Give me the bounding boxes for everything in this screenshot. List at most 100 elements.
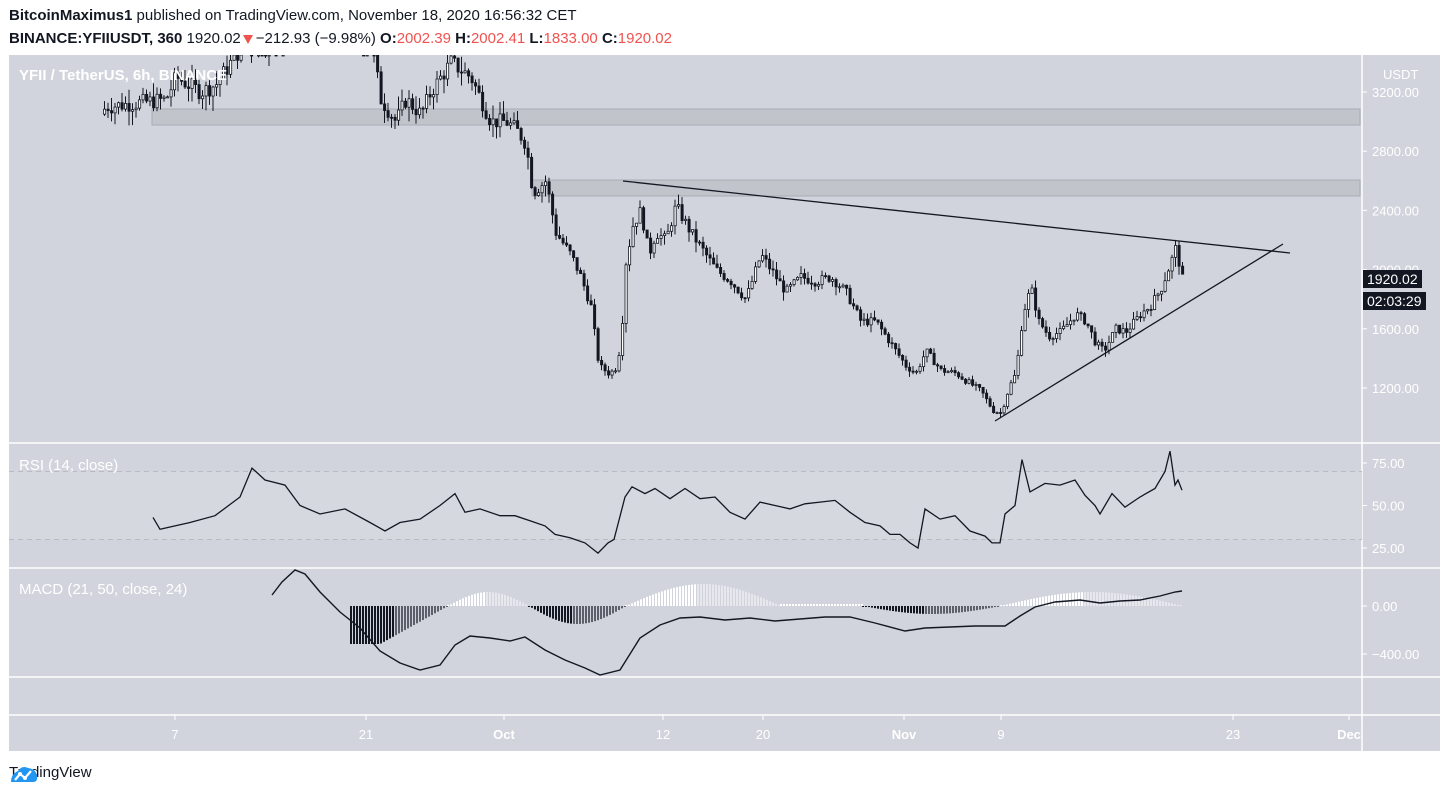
macd-histogram-bar (431, 606, 433, 615)
candle-down (225, 66, 229, 75)
candle-down (519, 128, 523, 141)
candle-up (1062, 325, 1066, 329)
candle-down (376, 55, 380, 73)
candle-up (831, 279, 835, 282)
macd-histogram-bar (600, 606, 602, 620)
macd-histogram-bar (1015, 602, 1017, 606)
macd-histogram-bar (865, 606, 867, 607)
macd-histogram-bar (804, 604, 806, 606)
candle-up (166, 96, 170, 99)
published-text: published on TradingView.com, November 1… (136, 7, 577, 24)
candle-down (845, 284, 849, 289)
candle-down (1041, 318, 1045, 328)
candle-up (652, 242, 656, 254)
candle-up (435, 78, 439, 95)
macd-histogram-bar (997, 606, 999, 607)
candle-down (726, 279, 730, 282)
candle-down (127, 103, 131, 112)
macd-histogram-bar (985, 606, 987, 609)
candle-up (621, 323, 625, 356)
macd-histogram-bar (691, 584, 693, 606)
macd-histogram-bar (801, 604, 803, 606)
macd-histogram-bar (769, 601, 771, 606)
candle-down (530, 156, 534, 189)
macd-histogram-bar (952, 606, 954, 614)
macd-histogram-bar (552, 606, 554, 619)
macd-histogram-bar (712, 584, 714, 606)
candle-down (859, 309, 863, 321)
macd-histogram-bar (428, 606, 430, 617)
macd-histogram-bar (940, 606, 942, 614)
macd-histogram-bar (946, 606, 948, 614)
macd-histogram-bar (1174, 604, 1176, 606)
candle-up (925, 348, 929, 358)
candle-up (1132, 318, 1136, 330)
candle-down (120, 102, 124, 110)
candle-down (806, 277, 810, 284)
candle-up (365, 55, 369, 57)
macd-histogram-bar (359, 606, 361, 644)
macd-histogram-bar (783, 604, 785, 606)
macd-histogram-bar (1009, 603, 1011, 606)
candle-down (943, 368, 947, 373)
macd-histogram-bar (609, 606, 611, 615)
macd-histogram-bar (634, 602, 636, 606)
macd-histogram-bar (1072, 592, 1074, 606)
macd-histogram-bar (398, 606, 400, 634)
macd-histogram-bar (365, 606, 367, 644)
macd-histogram-bar (1123, 594, 1125, 606)
candle-up (138, 99, 142, 109)
candle-up (449, 55, 453, 64)
macd-histogram-bar (561, 606, 563, 622)
price-change: −212.93 (−9.98%) (255, 30, 376, 47)
macd-histogram-bar (846, 604, 848, 606)
macd-histogram-bar (564, 606, 566, 623)
macd-histogram-bar (1099, 592, 1101, 606)
macd-histogram-bar (380, 606, 382, 644)
candle-down (694, 229, 698, 243)
macd-histogram-bar (898, 606, 900, 612)
candle-up (162, 96, 166, 99)
candle-up (1020, 330, 1024, 356)
candle-down (911, 370, 915, 373)
candle-down (586, 285, 590, 302)
candle-down (866, 318, 870, 326)
macd-histogram-bar (955, 606, 957, 613)
time-tick-label: 20 (756, 727, 770, 742)
candle-down (1104, 345, 1108, 351)
macd-histogram-bar (988, 606, 990, 609)
macd-histogram-bar (862, 606, 864, 607)
candle-up (446, 62, 450, 80)
macd-histogram-bar (727, 586, 729, 606)
macd-histogram-bar (976, 606, 978, 611)
time-tick-label: 21 (359, 727, 373, 742)
candle-down (960, 376, 964, 380)
candle-up (761, 255, 765, 262)
macd-histogram-bar (757, 596, 759, 606)
macd-histogram-bar (852, 604, 854, 606)
candle-down (579, 269, 583, 275)
macd-histogram-bar (522, 602, 524, 606)
macd-histogram-bar (510, 597, 512, 606)
candle-up (617, 355, 621, 372)
macd-histogram-bar (495, 592, 497, 606)
chart-canvas[interactable]: 1200.001600.002000.002400.002800.003200.… (9, 55, 1440, 751)
candle-down (782, 280, 786, 293)
candle-up (257, 55, 261, 57)
candle-up (666, 230, 670, 235)
time-tick-label: 12 (656, 727, 670, 742)
publisher-name[interactable]: BitcoinMaximus1 (9, 7, 133, 24)
chart-container[interactable]: 1200.001600.002000.002400.002800.003200.… (9, 55, 1440, 751)
candle-down (180, 78, 184, 82)
candle-down (901, 355, 905, 361)
macd-histogram-bar (471, 594, 473, 606)
candle-down (575, 257, 579, 271)
candle-up (950, 370, 954, 373)
macd-histogram-bar (792, 604, 794, 606)
publish-info: BitcoinMaximus1 published on TradingView… (9, 7, 577, 24)
time-tick-label: 9 (997, 727, 1004, 742)
candle-up (918, 366, 922, 372)
candle-down (708, 254, 712, 259)
macd-histogram-bar (450, 604, 452, 606)
tradingview-branding[interactable]: TradingView (9, 764, 92, 782)
